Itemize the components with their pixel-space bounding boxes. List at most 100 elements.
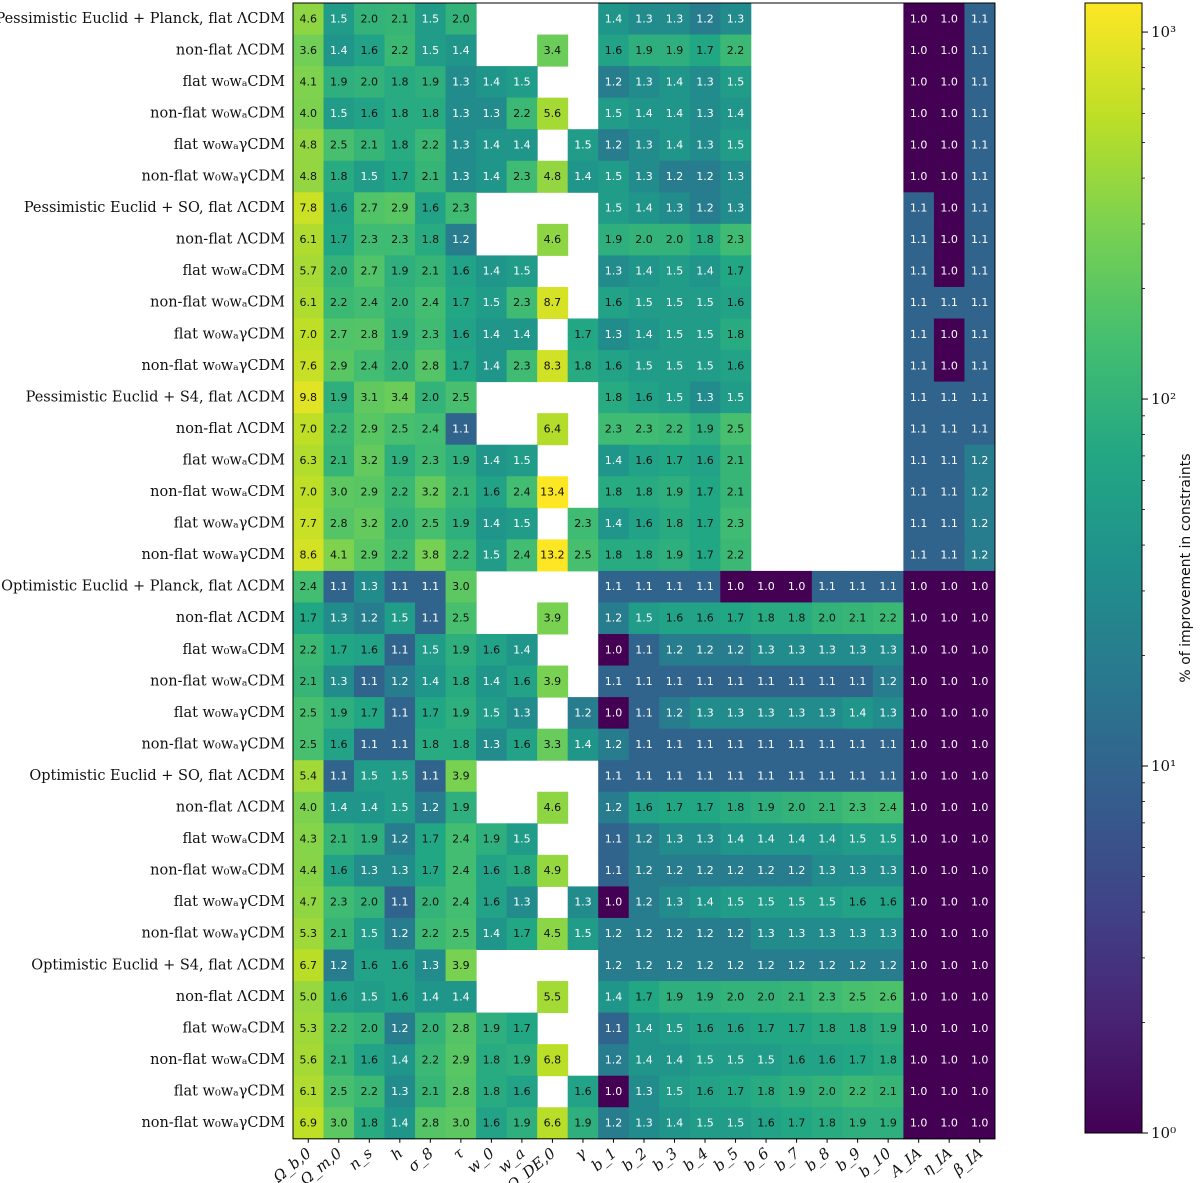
heatmap-cell xyxy=(445,1012,477,1045)
heatmap-cell xyxy=(445,634,477,667)
heatmap-cell xyxy=(689,1044,721,1077)
cell-value-label: 1.2 xyxy=(605,1053,623,1066)
heatmap-cell xyxy=(659,66,691,99)
heatmap-cell xyxy=(903,318,935,351)
heatmap-cell xyxy=(354,413,386,446)
heatmap-cell xyxy=(445,255,477,288)
cell-value-label: 3.4 xyxy=(544,44,562,57)
cell-value-label: 1.1 xyxy=(696,769,714,782)
row-label: non-flat w₀wₐγCDM xyxy=(141,1115,285,1131)
heatmap-cell xyxy=(659,444,691,477)
cell-value-label: 1.6 xyxy=(483,864,501,877)
heatmap-cell xyxy=(537,791,569,824)
cell-value-label: 1.0 xyxy=(910,896,928,909)
heatmap-cell xyxy=(964,286,996,319)
cell-value-label: 2.2 xyxy=(422,138,440,151)
heatmap-cell xyxy=(659,255,691,288)
cell-value-label: 1.2 xyxy=(971,549,989,562)
heatmap-cell xyxy=(781,823,813,856)
cell-value-label: 1.2 xyxy=(879,959,897,972)
cell-value-label: 1.5 xyxy=(727,1117,745,1130)
heatmap-cell xyxy=(354,444,386,477)
cell-value-label: 1.9 xyxy=(513,1053,531,1066)
cell-value-label: 1.4 xyxy=(757,833,775,846)
heatmap-cell xyxy=(689,160,721,193)
heatmap-cell xyxy=(689,350,721,383)
heatmap-cell xyxy=(689,1075,721,1108)
cell-value-label: 1.2 xyxy=(727,927,745,940)
heatmap-cell xyxy=(506,255,538,288)
heatmap-cell xyxy=(811,760,843,793)
cell-value-label: 1.0 xyxy=(940,580,958,593)
heatmap-cell xyxy=(720,1012,752,1045)
heatmap-cell xyxy=(750,949,782,982)
heatmap-cell xyxy=(781,697,813,730)
cell-value-label: 4.6 xyxy=(544,801,562,814)
heatmap-cell xyxy=(384,413,416,446)
heatmap-cell xyxy=(964,981,996,1014)
cell-value-label: 1.0 xyxy=(971,833,989,846)
cell-value-label: 1.8 xyxy=(391,107,409,120)
cell-value-label: 1.0 xyxy=(910,1022,928,1035)
cell-value-label: 1.8 xyxy=(635,486,653,499)
heatmap-cell xyxy=(659,350,691,383)
cell-value-label: 1.3 xyxy=(818,643,836,656)
cell-value-label: 1.6 xyxy=(361,1053,379,1066)
heatmap-cell xyxy=(445,854,477,887)
cell-value-label: 2.1 xyxy=(452,486,470,499)
cell-value-label: 1.0 xyxy=(940,202,958,215)
row-label: non-flat ΛCDM xyxy=(176,42,285,58)
cell-value-label: 1.3 xyxy=(452,138,470,151)
cell-value-label: 2.3 xyxy=(574,517,592,530)
heatmap-cell xyxy=(659,949,691,982)
heatmap-cell xyxy=(415,66,447,99)
heatmap-cell xyxy=(750,917,782,950)
cell-value-label: 7.6 xyxy=(300,359,318,372)
cell-value-label: 1.2 xyxy=(391,1022,409,1035)
heatmap-cell xyxy=(750,697,782,730)
heatmap-cell xyxy=(293,413,325,446)
heatmap-cell xyxy=(842,1107,874,1140)
cell-value-label: 1.3 xyxy=(788,706,806,719)
heatmap-cell xyxy=(354,1012,386,1045)
cell-value-label: 1.6 xyxy=(330,738,348,751)
cell-value-label: 1.2 xyxy=(696,12,714,25)
heatmap-cell xyxy=(781,665,813,698)
heatmap-cell xyxy=(506,97,538,130)
row-label: flat w₀wₐγCDM xyxy=(174,894,285,910)
cell-value-label: 2.3 xyxy=(391,233,409,246)
cell-value-label: 1.5 xyxy=(727,138,745,151)
heatmap-cell xyxy=(689,981,721,1014)
heatmap-cell xyxy=(689,413,721,446)
column-label: b_1 xyxy=(588,1144,620,1175)
heatmap-cell xyxy=(842,665,874,698)
cell-value-label: 2.3 xyxy=(452,202,470,215)
cell-value-label: 2.2 xyxy=(879,612,897,625)
heatmap-cell xyxy=(720,823,752,856)
cell-value-label: 1.0 xyxy=(910,801,928,814)
heatmap-cell xyxy=(445,697,477,730)
heatmap-cell xyxy=(354,160,386,193)
cell-value-label: 1.5 xyxy=(666,1085,684,1098)
cell-value-label: 1.9 xyxy=(666,486,684,499)
heatmap-cell xyxy=(659,886,691,919)
heatmap-cell xyxy=(445,66,477,99)
cell-value-label: 1.0 xyxy=(940,107,958,120)
heatmap-cell xyxy=(720,160,752,193)
heatmap-cell xyxy=(598,854,630,887)
heatmap-cell xyxy=(964,223,996,256)
cell-value-label: 1.5 xyxy=(605,170,623,183)
cell-value-label: 1.3 xyxy=(727,202,745,215)
heatmap-cell xyxy=(781,791,813,824)
cell-value-label: 1.1 xyxy=(635,675,653,688)
cell-value-label: 1.0 xyxy=(910,675,928,688)
cell-value-label: 1.4 xyxy=(727,107,745,120)
heatmap-cell xyxy=(628,129,660,162)
cell-value-label: 1.6 xyxy=(330,202,348,215)
cell-value-label: 2.4 xyxy=(361,296,379,309)
heatmap-cell xyxy=(567,886,599,919)
cell-value-label: 1.1 xyxy=(635,643,653,656)
heatmap-cell xyxy=(323,728,355,761)
heatmap-cell xyxy=(872,823,904,856)
row-label: non-flat w₀wₐγCDM xyxy=(141,926,285,942)
